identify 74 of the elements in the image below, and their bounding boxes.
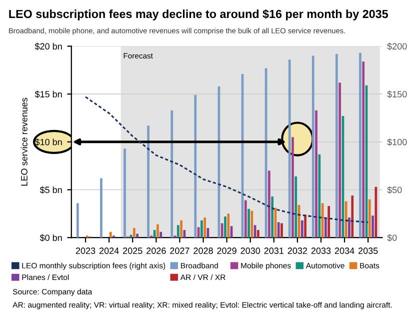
x-tick-label: 2033 — [311, 248, 331, 254]
bar — [194, 95, 197, 238]
bar — [183, 230, 186, 238]
x-tick-label: 2028 — [194, 248, 213, 254]
y-tick-label: $20 bn — [34, 42, 62, 50]
bar — [304, 214, 306, 238]
bar — [348, 218, 350, 238]
bar — [227, 214, 230, 238]
x-tick-label: 2024 — [99, 248, 119, 254]
y2-tick-label: $100 — [387, 138, 407, 146]
bar — [180, 220, 182, 238]
bar — [336, 54, 338, 238]
bar — [280, 223, 283, 238]
y2-tick-label: $200 — [387, 42, 407, 50]
bar — [250, 210, 254, 238]
bar — [318, 154, 321, 238]
bar — [328, 206, 330, 238]
bar — [124, 148, 126, 238]
y-axis-title: LEO service revenues — [20, 98, 28, 186]
x-tick-label: 2023 — [76, 248, 96, 254]
bar — [147, 126, 150, 238]
bar — [362, 62, 365, 238]
bar — [133, 228, 136, 238]
chart-title: LEO subscription fees may decline to around $16 per month by 2035 — [9, 9, 388, 20]
x-tick-label: 2027 — [170, 248, 190, 254]
bar — [368, 199, 371, 238]
bar — [244, 200, 247, 238]
x-tick-label: 2030 — [240, 248, 260, 254]
y-tick-label: $10 bn — [34, 138, 62, 146]
x-tick-label: 2029 — [217, 248, 236, 254]
x-tick-label: 2026 — [146, 248, 166, 254]
bar — [76, 203, 79, 238]
bar — [200, 220, 203, 238]
bar — [160, 232, 162, 238]
bar — [176, 225, 180, 238]
x-tick-label: 2025 — [123, 248, 142, 254]
y2-tick-label: $150 — [387, 90, 407, 98]
y2-tick-label: $0 — [387, 234, 397, 242]
bar — [359, 52, 362, 238]
bar — [271, 196, 274, 238]
bar — [248, 208, 250, 238]
bar — [100, 178, 102, 238]
bar — [109, 232, 112, 238]
bar — [257, 230, 260, 238]
x-tick-label: 2031 — [264, 248, 284, 254]
x-tick-label: 2032 — [288, 248, 308, 254]
bar — [312, 56, 314, 238]
bar — [324, 218, 327, 238]
bar — [294, 176, 298, 238]
bar — [372, 216, 374, 238]
x-tick-label: 2034 — [334, 248, 354, 254]
y-tick-label: $5 bn — [40, 186, 62, 194]
bar — [220, 223, 224, 238]
bar — [277, 222, 280, 238]
y-tick-label: $15 bn — [34, 90, 62, 98]
y-tick-label: $0 bn — [40, 234, 62, 242]
bar — [136, 234, 139, 238]
bar — [300, 220, 304, 238]
bar — [224, 216, 226, 238]
y2-tick-label: $50 — [387, 186, 402, 194]
bar — [292, 137, 294, 238]
bar — [374, 186, 378, 238]
bar — [156, 224, 159, 238]
x-tick-label: 2035 — [358, 248, 378, 254]
bar — [315, 110, 318, 238]
bar — [153, 230, 156, 238]
bar — [268, 170, 270, 238]
bar — [344, 201, 348, 238]
bar — [351, 195, 354, 238]
bar — [170, 110, 174, 238]
bar — [338, 82, 341, 238]
bar — [204, 218, 206, 238]
bar — [288, 60, 291, 238]
line-series — [84, 96, 369, 224]
